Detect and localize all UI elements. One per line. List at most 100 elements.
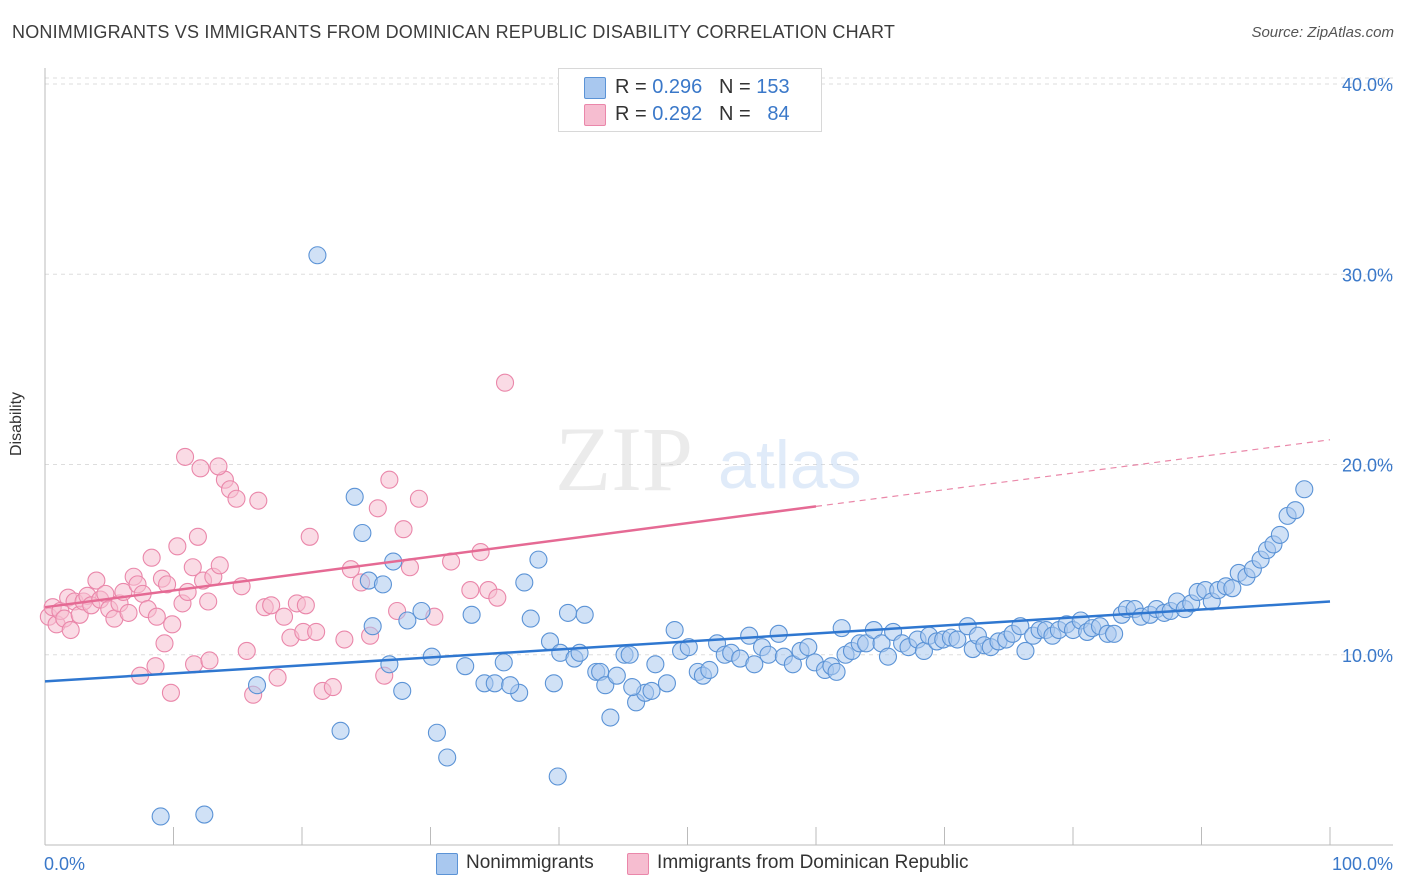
data-point-blue xyxy=(832,619,851,638)
legend-n-label: N = xyxy=(718,76,751,98)
data-point-blue xyxy=(745,655,764,674)
data-point-blue xyxy=(427,723,446,742)
data-point-blue xyxy=(657,674,676,693)
blue-series-points xyxy=(151,246,1314,826)
data-point-pink xyxy=(155,634,174,653)
data-point-blue xyxy=(575,605,594,624)
data-point-pink xyxy=(394,520,413,539)
legend-stats-box: R = 0.296 N = 153 R = 0.292 N = 84 xyxy=(558,68,822,132)
data-point-blue xyxy=(544,674,563,693)
data-point-blue xyxy=(878,647,898,666)
data-point-pink xyxy=(142,548,161,567)
legend-swatch-pink xyxy=(584,104,606,126)
legend-swatch-blue xyxy=(436,853,458,875)
data-point-pink xyxy=(147,607,166,626)
data-point-pink xyxy=(227,489,246,508)
grid-lines xyxy=(45,77,1393,656)
data-point-blue xyxy=(665,620,684,640)
legend-r-value: 0.292 xyxy=(652,103,703,125)
data-point-pink xyxy=(158,575,177,594)
y-tick-label: 20.0% xyxy=(1342,456,1393,476)
y-tick-label: 40.0% xyxy=(1342,75,1393,95)
legend-item-immigrants: Immigrants from Dominican Republic xyxy=(627,852,969,875)
data-point-blue xyxy=(331,721,350,740)
data-point-blue xyxy=(769,624,788,643)
data-point-blue xyxy=(501,676,520,695)
data-point-blue xyxy=(462,605,481,624)
data-point-pink xyxy=(296,596,315,615)
chart-title: NONIMMIGRANTS VS IMMIGRANTS FROM DOMINIC… xyxy=(12,22,896,42)
legend-text-pink: R = 0.292 N = 84 xyxy=(615,103,790,126)
data-point-blue xyxy=(642,681,661,700)
legend-item-nonimmigrants: Nonimmigrants xyxy=(436,852,594,875)
data-point-pink xyxy=(335,630,354,649)
data-point-pink xyxy=(161,683,180,702)
x-tick-label: 100.0% xyxy=(1332,854,1393,874)
data-point-pink xyxy=(87,571,106,590)
data-point-pink xyxy=(168,537,187,556)
legend-r-value: 0.296 xyxy=(652,76,703,98)
data-point-pink xyxy=(300,527,319,546)
legend-bottom: Nonimmigrants Immigrants from Dominican … xyxy=(436,852,997,875)
trend-line-pink-dashed xyxy=(815,439,1331,507)
data-point-pink xyxy=(488,588,507,607)
data-point-pink xyxy=(178,582,197,602)
data-point-blue xyxy=(195,805,214,824)
tick-labels: 10.0% 20.0% 30.0% 40.0% 0.0% 100.0% xyxy=(44,75,1393,874)
trend-lines xyxy=(44,439,1331,683)
data-point-pink xyxy=(495,373,515,392)
data-point-blue xyxy=(521,609,540,628)
data-point-pink xyxy=(323,678,342,697)
data-point-pink xyxy=(409,489,428,508)
data-point-pink xyxy=(61,620,80,640)
data-point-blue xyxy=(620,645,639,664)
data-point-blue xyxy=(679,638,698,657)
chart-source: Source: ZipAtlas.com xyxy=(1251,24,1394,41)
data-point-blue xyxy=(412,601,431,621)
data-point-blue xyxy=(529,550,548,569)
data-point-blue xyxy=(308,246,327,265)
data-point-pink xyxy=(199,592,218,611)
data-point-blue xyxy=(393,681,412,700)
data-point-blue xyxy=(363,617,382,636)
data-point-blue xyxy=(353,523,372,543)
data-point-blue xyxy=(759,645,778,664)
trend-line-pink xyxy=(44,505,817,609)
data-point-blue xyxy=(438,748,457,767)
data-point-pink xyxy=(200,651,219,670)
data-point-pink xyxy=(209,457,228,476)
y-tick-label: 10.0% xyxy=(1342,646,1393,666)
legend-swatch-blue xyxy=(584,77,606,99)
data-point-pink xyxy=(268,668,287,687)
pink-series-points xyxy=(39,373,515,704)
data-point-pink xyxy=(146,657,165,676)
data-point-blue xyxy=(515,573,534,592)
data-point-blue xyxy=(548,767,567,786)
data-point-blue xyxy=(948,630,967,649)
data-point-blue xyxy=(783,655,802,674)
watermark-atlas: atlas xyxy=(718,427,862,503)
legend-r-label: R = xyxy=(615,103,647,125)
data-point-blue xyxy=(623,678,642,697)
data-point-pink xyxy=(176,447,195,466)
data-point-blue xyxy=(456,657,475,676)
data-point-blue xyxy=(1286,501,1305,520)
data-point-pink xyxy=(188,527,207,546)
data-point-blue xyxy=(485,674,504,693)
legend-n-value: 84 xyxy=(767,103,790,125)
data-point-blue xyxy=(373,575,393,594)
data-point-pink xyxy=(380,470,399,489)
data-point-pink xyxy=(183,558,202,577)
data-point-blue xyxy=(646,655,665,674)
data-point-blue xyxy=(700,660,719,680)
y-tick-label: 30.0% xyxy=(1342,265,1393,285)
data-point-pink xyxy=(163,615,182,634)
data-point-pink xyxy=(461,581,480,600)
legend-swatch-pink xyxy=(627,853,650,875)
x-tick-label: 0.0% xyxy=(44,854,85,874)
legend-n-value: 153 xyxy=(756,76,790,98)
data-point-blue xyxy=(247,676,267,695)
data-point-blue xyxy=(601,708,620,727)
data-point-blue xyxy=(1105,624,1124,643)
